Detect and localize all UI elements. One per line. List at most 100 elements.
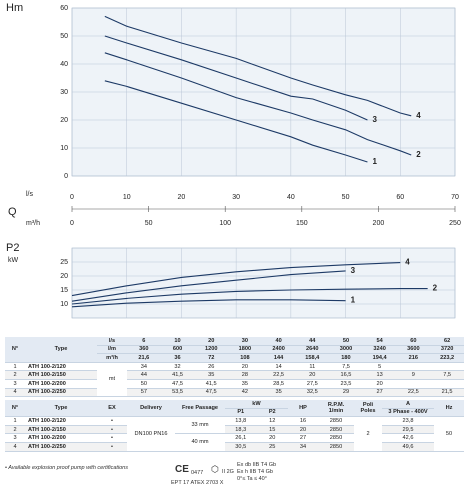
- p1: 18,3: [225, 425, 257, 435]
- flow-cell: 144: [261, 353, 296, 363]
- y-tick-label: 20: [60, 273, 68, 280]
- amps: 49,6: [382, 442, 434, 452]
- table-row: 3 ATH 100-2/200 50 47,5 41,5 35 28,5 27,5 23,5 20: [5, 379, 464, 389]
- curve: [71, 288, 428, 305]
- ex-symbol: ⬡: [211, 464, 219, 474]
- x-tick-label: 30: [232, 194, 240, 201]
- y-tick-label: 10: [60, 145, 68, 152]
- y-tick-label: 25: [60, 259, 68, 266]
- table-row: 2 ATH 100-2/150 • 18,3 15 20 2850 29,5: [5, 425, 464, 435]
- header-cell: Delivery: [127, 400, 175, 418]
- header-cell: P2: [256, 408, 288, 418]
- free-passage: 33 mm: [175, 416, 225, 435]
- header-cell: kW: [225, 400, 288, 409]
- hp: 27: [288, 433, 318, 443]
- y-tick-label: 50: [60, 33, 68, 40]
- p2: 15: [256, 425, 288, 435]
- head-value: 27: [362, 388, 397, 398]
- model: ATH 100-2/150: [25, 370, 97, 380]
- specs-table: N° Type EX Delivery Free Passage kW HP R.P.M. 1/…: [5, 400, 464, 452]
- rpm: 2850: [318, 425, 354, 435]
- flow-cell: 3000: [329, 345, 363, 355]
- model: ATH 100-2/250: [25, 442, 97, 452]
- header-cell: Hz: [434, 400, 464, 418]
- flow-cell: 10: [160, 337, 195, 346]
- hp: 16: [288, 416, 318, 426]
- flow-cell: 2640: [295, 345, 330, 355]
- flow-cell: 20: [194, 337, 229, 346]
- model: ATH 100-2/120: [25, 416, 97, 426]
- x2-tick-label: 250: [449, 220, 461, 227]
- x2-tick-label: 200: [373, 220, 385, 227]
- head-value: 7,5: [430, 370, 464, 380]
- head-value: 41,5: [194, 379, 229, 389]
- head-value: 13: [362, 370, 397, 380]
- header-cell: R.P.M. 1/min: [318, 400, 354, 418]
- head-value: 34: [127, 362, 161, 372]
- p1: 30,5: [225, 442, 257, 452]
- x-axis-label: l/s: [26, 191, 34, 198]
- model: ATH 100-2/120: [25, 362, 97, 372]
- curve: [104, 15, 412, 117]
- rpm: 2850: [318, 442, 354, 452]
- x-tick-label: 60: [396, 194, 404, 201]
- poles: 2: [354, 416, 382, 452]
- head-value: 16,5: [329, 370, 363, 380]
- ex-flag: •: [97, 416, 127, 426]
- head-value: 26: [194, 362, 229, 372]
- q-label: Q: [8, 206, 17, 218]
- header-cell: Type: [25, 337, 97, 363]
- y-axis-unit: kW: [8, 257, 19, 264]
- flow-cell: 216: [396, 353, 431, 363]
- flow-cell: 2400: [261, 345, 296, 355]
- flow-cell: 44: [295, 337, 330, 346]
- head-value: 41,5: [160, 370, 195, 380]
- head-value: 14: [261, 362, 296, 372]
- head-value: 23,5: [329, 379, 363, 389]
- head-value: 44: [127, 370, 161, 380]
- unit-cell: mt: [97, 362, 127, 398]
- x2-axis-label: m³/h: [26, 220, 40, 227]
- head-value: 35: [261, 388, 296, 398]
- table-row: 3 ATH 100-2/200 • 40 mm 26,1 20 27 2850 42,6: [5, 433, 464, 452]
- hz: 50: [434, 416, 464, 452]
- model: ATH 100-2/250: [25, 388, 97, 398]
- y-tick-label: 60: [60, 5, 68, 12]
- table-row: 4 ATH 100-2/250 • 30,5 25 34 2850 49,6: [5, 442, 464, 452]
- head-value: 32: [160, 362, 195, 372]
- x-tick-label: 0: [70, 194, 74, 201]
- p2: 12: [256, 416, 288, 426]
- head-value: 32,5: [295, 388, 330, 398]
- hp: 34: [288, 442, 318, 452]
- unit-cell: l/m: [97, 345, 127, 355]
- table-row: 4 ATH 100-2/250 57 53,5 47,5 42 35 32,5 29 27 22,5…: [5, 388, 464, 398]
- model: ATH 100-2/150: [25, 425, 97, 435]
- head-value: 47,5: [194, 388, 229, 398]
- flow-cell: 21,6: [127, 353, 161, 363]
- flow-cell: 180: [329, 353, 363, 363]
- head-value: [430, 362, 464, 372]
- row-number: 4: [5, 388, 25, 398]
- flow-cell: 62: [430, 337, 464, 346]
- header-cell: N°: [5, 337, 25, 363]
- head-value: 21,5: [430, 388, 464, 398]
- flow-cell: 194,4: [362, 353, 397, 363]
- header-cell: 3 Phase - 400V: [382, 408, 434, 418]
- y-tick-label: 15: [60, 287, 68, 294]
- x-tick-label: 20: [178, 194, 186, 201]
- header-cell: N°: [5, 400, 25, 418]
- flow-cell: 30: [228, 337, 262, 346]
- row-number: 2: [5, 425, 25, 435]
- head-value: [396, 362, 431, 372]
- row-number: 1: [5, 362, 25, 372]
- ex-marking: Ex h IIB T4 Gb: [237, 469, 273, 475]
- amps: 29,5: [382, 425, 434, 435]
- head-value: [430, 379, 464, 389]
- delivery: DN100 PN16: [127, 416, 175, 452]
- y-tick-label: 0: [64, 173, 68, 180]
- header-sub: 1/min: [328, 408, 344, 415]
- table-row: N° Type l/s 6 10 20 30 40 44 50 54 60 62: [5, 337, 464, 363]
- flow-cell: 3600: [396, 345, 431, 355]
- table-row: N° Type EX Delivery Free Passage kW HP R.P.M. 1/…: [5, 400, 464, 418]
